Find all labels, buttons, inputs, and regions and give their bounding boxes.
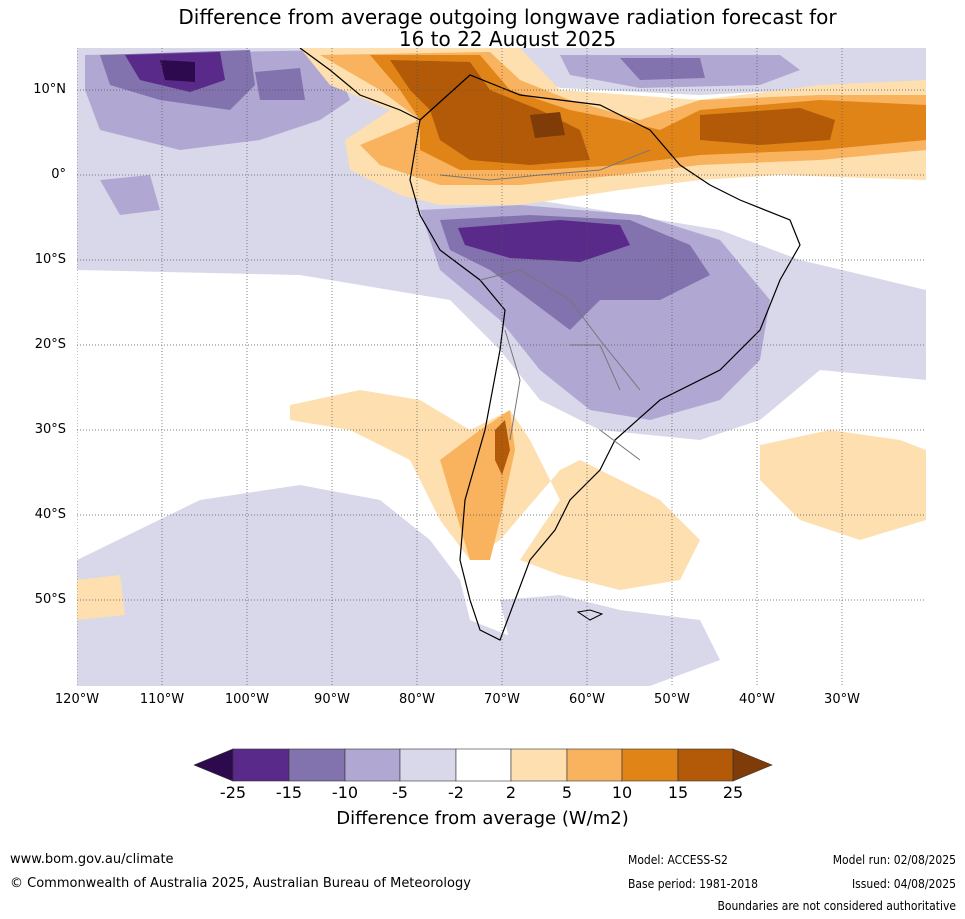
colorbar-tick: -10 bbox=[331, 783, 359, 802]
title-line-2: 16 to 22 August 2025 bbox=[398, 27, 617, 51]
colorbar-tick: 2 bbox=[505, 783, 517, 802]
colorbar bbox=[193, 748, 773, 782]
title-line-1: Difference from average outgoing longwav… bbox=[178, 5, 837, 29]
colorbar-tick: -25 bbox=[219, 783, 247, 802]
colorbar-tick: -5 bbox=[392, 783, 408, 802]
colorbar-bin-8 bbox=[621, 748, 679, 782]
anomaly-darkest-purple-north bbox=[160, 60, 195, 82]
colorbar-tick: -2 bbox=[448, 783, 464, 802]
footer-copyright: © Commonwealth of Australia 2025, Austra… bbox=[10, 876, 471, 891]
anomaly-medium-purple-westpacific bbox=[100, 175, 160, 215]
anomaly-brown-north bbox=[390, 60, 590, 165]
lon-label-40w: 40°W bbox=[739, 692, 775, 707]
lon-label-80w: 80°W bbox=[399, 692, 435, 707]
central-america-coastline bbox=[299, 48, 421, 121]
lon-label-60w: 60°W bbox=[569, 692, 605, 707]
anomaly-purple-northeast bbox=[620, 58, 705, 80]
colorbar-max-extension bbox=[732, 748, 773, 782]
anomaly-darkest-brown bbox=[530, 112, 565, 138]
footer-website[interactable]: www.bom.gov.au/climate bbox=[10, 852, 174, 867]
colorbar-bin-9 bbox=[677, 748, 734, 782]
anomaly-brown-atlantic bbox=[700, 108, 835, 145]
lon-label-90w: 90°W bbox=[314, 692, 350, 707]
colorbar-tick: 5 bbox=[561, 783, 573, 802]
footer-base-period: Base period: 1981-2018 bbox=[628, 877, 759, 891]
colorbar-tick: 10 bbox=[611, 783, 633, 802]
colorbar-tick: 15 bbox=[667, 783, 689, 802]
anomaly-light-orange-southwest bbox=[77, 575, 125, 620]
lat-label-10s: 10°S bbox=[34, 252, 66, 267]
lat-label-20s: 20°S bbox=[34, 337, 66, 352]
colorbar-bin-1 bbox=[232, 748, 290, 782]
anomaly-light-purple-south-atlantic bbox=[500, 595, 720, 686]
anomaly-dark-purple-amazon bbox=[458, 220, 630, 262]
lat-label-30s: 30°S bbox=[34, 422, 66, 437]
lat-label-0: 0° bbox=[51, 167, 66, 182]
colorbar-tick: -15 bbox=[275, 783, 303, 802]
footer-model-run: Model run: 02/08/2025 bbox=[832, 853, 956, 867]
anomaly-light-purple-south-pacific bbox=[77, 485, 600, 686]
anomaly-light-orange-atlantic bbox=[760, 430, 926, 540]
colorbar-bin-7 bbox=[566, 748, 623, 782]
footer-disclaimer: Boundaries are not considered authoritat… bbox=[717, 899, 956, 913]
colorbar-bin-5 bbox=[455, 748, 512, 782]
south-america-coastline bbox=[409, 74, 801, 641]
colorbar-bin-4 bbox=[399, 748, 457, 782]
lon-label-50w: 50°W bbox=[654, 692, 690, 707]
lon-label-70w: 70°W bbox=[484, 692, 520, 707]
lat-label-40s: 40°S bbox=[34, 507, 66, 522]
anomaly-brown-andes bbox=[495, 420, 510, 475]
lat-label-10n: 10°N bbox=[33, 82, 66, 97]
footer-issued: Issued: 04/08/2025 bbox=[851, 877, 956, 891]
lon-label-110w: 110°W bbox=[139, 692, 185, 707]
colorbar-bin-6 bbox=[510, 748, 568, 782]
colorbar-bin-2 bbox=[288, 748, 346, 782]
anomaly-purple-east-pacific bbox=[255, 68, 305, 100]
colorbar-bin-3 bbox=[344, 748, 401, 782]
lon-label-100w: 100°W bbox=[224, 692, 270, 707]
falkland-islands bbox=[576, 609, 604, 621]
colorbar-min-extension bbox=[193, 748, 234, 782]
lon-label-120w: 120°W bbox=[54, 692, 100, 707]
lat-label-50s: 50°S bbox=[34, 592, 66, 607]
colorbar-tick: 25 bbox=[722, 783, 744, 802]
graticule bbox=[77, 48, 926, 686]
colorbar-title: Difference from average (W/m2) bbox=[336, 808, 629, 829]
footer-model: Model: ACCESS-S2 bbox=[628, 853, 728, 867]
map-field bbox=[77, 48, 926, 686]
lon-label-30w: 30°W bbox=[824, 692, 860, 707]
